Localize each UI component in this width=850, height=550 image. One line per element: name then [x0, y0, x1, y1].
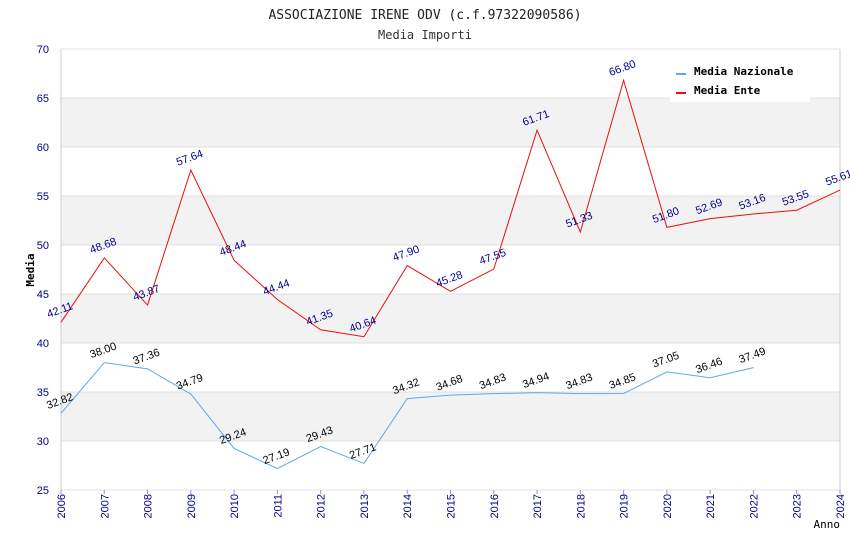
y-tick-label: 50: [37, 240, 49, 252]
x-tick-label: 2020: [662, 494, 674, 518]
y-tick-label: 55: [37, 191, 49, 203]
grid-bands: [60, 48, 841, 491]
grid-band: [61, 196, 840, 245]
series-line-media-ente: [60, 78, 841, 338]
legend-label: Media Ente: [694, 84, 761, 97]
y-axis: 25 30 35 40 45 50 55 60 65 70: [37, 44, 49, 497]
x-tick-label: 2019: [619, 494, 631, 518]
y-tick-label: 25: [37, 485, 49, 497]
x-tick-label: 2021: [705, 494, 717, 518]
y-tick-label: 70: [37, 44, 49, 56]
x-tick-label: 2008: [143, 494, 155, 518]
x-tick-label: 2011: [272, 494, 284, 518]
y-tick-label: 65: [37, 93, 49, 105]
grid-band: [61, 245, 840, 294]
x-tick-label: 2017: [532, 494, 544, 518]
x-tick-label: 2013: [359, 494, 371, 518]
x-tick-label: 2006: [56, 494, 68, 518]
x-tick-label: 2024: [835, 494, 847, 518]
grid-band: [61, 343, 840, 392]
x-tick-label: 2018: [575, 494, 587, 518]
x-tick-label: 2010: [229, 494, 241, 518]
x-axis: 2006 2007 2008 2009 2010 2011 2012 2013 2014 2015…: [56, 490, 847, 518]
series-lines: [60, 78, 841, 470]
y-tick-label: 45: [37, 289, 49, 301]
grid-band: [61, 392, 840, 441]
chart-title: ASSOCIAZIONE IRENE ODV (c.f.97322090586): [268, 8, 581, 23]
y-tick-label: 35: [37, 387, 49, 399]
grid-band: [61, 147, 840, 196]
legend: Media Nazionale Media Ente: [670, 58, 810, 102]
grid-band: [61, 294, 840, 343]
chart-subtitle: Media Importi: [378, 28, 472, 42]
x-tick-label: 2009: [186, 494, 198, 518]
legend-label: Media Nazionale: [694, 65, 794, 78]
x-tick-label: 2022: [748, 494, 760, 518]
y-tick-label: 30: [37, 436, 49, 448]
grid-band: [61, 441, 840, 490]
y-tick-label: 60: [37, 142, 49, 154]
grid-band: [61, 98, 840, 147]
x-tick-label: 2016: [489, 494, 501, 518]
y-tick-label: 40: [37, 338, 49, 350]
x-tick-label: 2014: [402, 494, 414, 518]
x-axis-label: Anno: [814, 518, 841, 531]
legend-background: [670, 58, 810, 102]
x-tick-label: 2023: [792, 494, 804, 518]
series-line-media-nazionale: [60, 362, 754, 470]
x-tick-label: 2015: [446, 494, 458, 518]
y-axis-label: Media: [24, 253, 37, 286]
x-tick-label: 2007: [99, 494, 111, 518]
x-tick-label: 2012: [316, 494, 328, 518]
